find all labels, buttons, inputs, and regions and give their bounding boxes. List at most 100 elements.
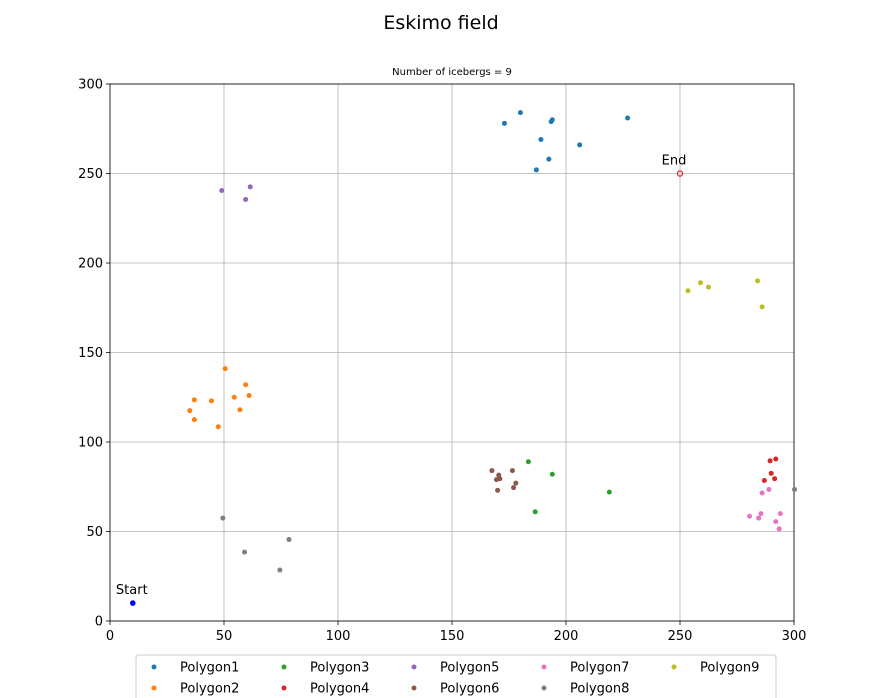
legend-item-polygon7: Polygon7 xyxy=(541,661,629,676)
series-polygon6 xyxy=(489,468,519,493)
y-tick-label: 0 xyxy=(95,615,103,630)
data-point xyxy=(773,519,779,525)
legend-marker xyxy=(671,664,677,670)
legend-label: Polygon6 xyxy=(440,682,499,697)
data-point xyxy=(497,476,503,482)
series-polygon1 xyxy=(501,110,631,173)
data-point xyxy=(215,424,221,430)
legend-marker xyxy=(411,685,417,691)
end-label: End xyxy=(662,154,687,169)
legend-item-polygon9: Polygon9 xyxy=(671,661,759,676)
legend-item-polygon3: Polygon3 xyxy=(281,661,369,676)
data-point xyxy=(231,394,237,400)
x-tick-label: 200 xyxy=(554,629,579,644)
data-point xyxy=(685,288,691,294)
series-polygon3 xyxy=(525,459,612,515)
data-point xyxy=(538,136,544,142)
data-point xyxy=(220,515,226,521)
data-point xyxy=(773,456,779,462)
data-point xyxy=(546,156,552,162)
data-point xyxy=(755,278,761,284)
data-point xyxy=(548,119,554,125)
x-tick-label: 100 xyxy=(326,629,351,644)
legend-marker xyxy=(541,685,547,691)
data-point xyxy=(187,408,193,414)
data-point xyxy=(706,284,711,290)
data-point xyxy=(747,513,753,519)
data-point xyxy=(517,110,523,116)
data-point xyxy=(549,471,555,477)
data-point xyxy=(525,459,531,465)
data-point xyxy=(191,417,197,423)
data-point xyxy=(606,489,612,495)
legend-marker xyxy=(411,664,417,670)
data-point xyxy=(509,468,515,474)
data-point xyxy=(501,120,507,126)
data-point xyxy=(277,567,283,573)
series-polygon7 xyxy=(747,486,783,532)
data-point xyxy=(766,486,772,492)
data-point xyxy=(758,511,764,517)
points-layer xyxy=(187,110,797,573)
series-polygon4 xyxy=(761,456,779,483)
data-point xyxy=(767,458,773,464)
data-point xyxy=(513,480,519,486)
data-point xyxy=(243,196,249,202)
data-point xyxy=(698,280,704,286)
data-point xyxy=(219,188,225,194)
data-point xyxy=(768,470,774,476)
legend-box xyxy=(135,654,777,698)
data-point xyxy=(208,398,214,404)
data-point xyxy=(756,515,762,521)
data-point xyxy=(625,115,631,121)
series-polygon2 xyxy=(187,366,252,430)
legend-item-polygon2: Polygon2 xyxy=(151,682,239,697)
legend-label: Polygon7 xyxy=(570,661,629,676)
data-point xyxy=(495,487,501,493)
legend-label: Polygon9 xyxy=(700,661,759,676)
y-tick-label: 200 xyxy=(78,257,103,272)
data-point xyxy=(222,366,228,372)
legend-label: Polygon3 xyxy=(310,661,369,676)
y-tick-label: 150 xyxy=(78,346,103,361)
legend-item-polygon1: Polygon1 xyxy=(151,661,239,676)
legend-item-polygon4: Polygon4 xyxy=(281,682,369,697)
series-polygon5 xyxy=(219,184,253,202)
data-point xyxy=(759,304,765,310)
legend-label: Polygon8 xyxy=(570,682,629,697)
data-point xyxy=(772,476,778,482)
data-point xyxy=(242,549,248,555)
data-point xyxy=(237,407,243,413)
data-point xyxy=(776,526,782,532)
axis-layer: 0 50 100 150 200 250 300 0 50 100 150 200 250 300 xyxy=(78,78,806,645)
y-tick-label: 300 xyxy=(78,78,103,93)
legend-label: Polygon5 xyxy=(440,661,499,676)
legend-label: Polygon1 xyxy=(180,661,239,676)
data-point xyxy=(761,477,767,483)
y-tick-label: 100 xyxy=(78,436,103,451)
data-point xyxy=(533,167,539,173)
data-point xyxy=(489,468,495,474)
legend: Polygon1 Polygon2 Polygon3 Polygon4 Polygon5… xyxy=(135,654,777,698)
series-polygon9 xyxy=(685,278,765,310)
data-point xyxy=(577,142,583,148)
x-tick-label: 300 xyxy=(782,629,807,644)
legend-marker xyxy=(281,664,287,670)
y-tick-label: 50 xyxy=(86,525,103,540)
data-point xyxy=(191,397,197,403)
x-tick-label: 0 xyxy=(106,629,114,644)
data-point xyxy=(532,509,538,515)
data-point xyxy=(777,511,783,517)
data-point xyxy=(511,485,517,491)
data-point xyxy=(247,184,253,190)
start-label: Start xyxy=(116,583,148,598)
legend-item-polygon6: Polygon6 xyxy=(411,682,499,697)
legend-item-polygon8: Polygon8 xyxy=(541,682,629,697)
data-point xyxy=(792,486,797,492)
end-marker xyxy=(676,170,684,177)
data-point xyxy=(243,382,249,388)
start-marker xyxy=(130,600,136,606)
x-tick-label: 150 xyxy=(440,629,465,644)
data-point xyxy=(246,392,252,398)
